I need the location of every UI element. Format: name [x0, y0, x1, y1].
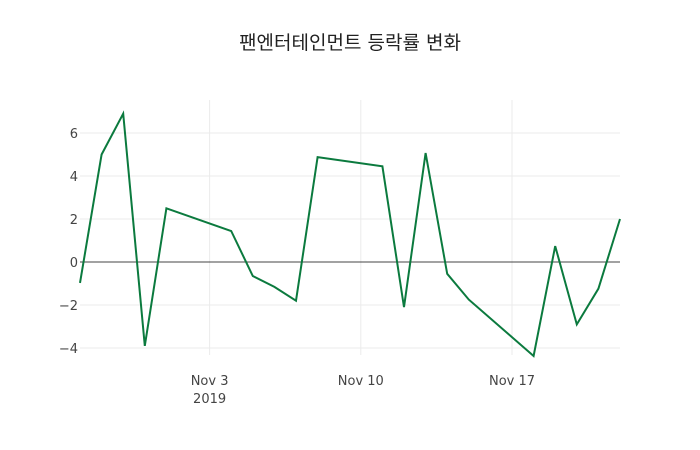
x-tick-label: Nov 3	[191, 374, 229, 389]
x-tick-label: Nov 10	[338, 374, 384, 389]
y-tick-label: 0	[70, 256, 78, 271]
y-axis-labels: −4 −2 0 2 4 6	[59, 127, 78, 357]
y-tick-label: 6	[70, 127, 78, 142]
x-tick-label: Nov 17	[489, 374, 535, 389]
x-tick-year-label: 2019	[193, 392, 226, 407]
y-tick-label: 4	[70, 170, 78, 185]
y-tick-label: −2	[59, 299, 78, 314]
grid-lines	[80, 100, 620, 355]
chart-title: 팬엔터테인먼트 등락률 변화	[239, 32, 461, 54]
y-tick-label: −4	[59, 342, 78, 357]
y-tick-label: 2	[70, 213, 78, 228]
series-line	[79, 110, 621, 358]
x-axis-labels: Nov 3 2019 Nov 10 Nov 17	[191, 374, 535, 407]
